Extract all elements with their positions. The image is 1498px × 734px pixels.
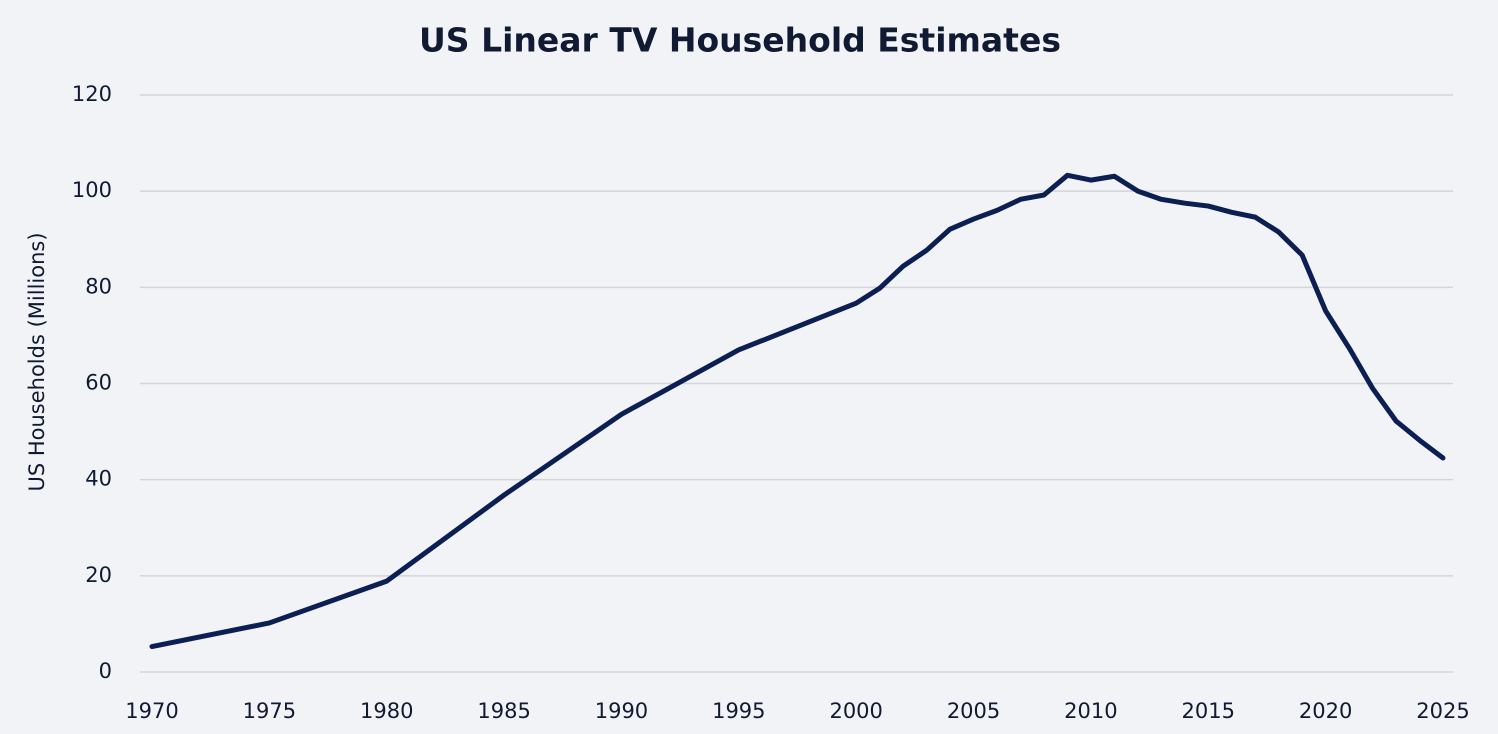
x-tick-label: 1980 — [360, 699, 413, 723]
y-axis-label: US Households (Millions) — [25, 232, 49, 491]
y-tick-label: 20 — [85, 563, 112, 587]
y-tick-label: 60 — [85, 371, 112, 395]
y-tick-label: 80 — [85, 274, 112, 298]
y-tick-label: 40 — [85, 467, 112, 491]
x-tick-label: 2010 — [1064, 699, 1117, 723]
x-tick-label: 1970 — [125, 699, 178, 723]
data-line — [149, 172, 1446, 650]
x-tick-label: 1975 — [243, 699, 296, 723]
y-tick-label: 120 — [72, 82, 112, 106]
x-tick-label: 1985 — [477, 699, 530, 723]
y-tick-label: 100 — [72, 178, 112, 202]
x-tick-label: 2005 — [947, 699, 1000, 723]
x-tick-label: 1990 — [595, 699, 648, 723]
x-tick-label: 1995 — [712, 699, 765, 723]
y-tick-label: 0 — [99, 659, 112, 683]
x-tick-label: 2025 — [1416, 699, 1469, 723]
chart-title: US Linear TV Household Estimates — [419, 21, 1061, 60]
x-tick-label: 2015 — [1182, 699, 1235, 723]
x-tick-label: 2020 — [1299, 699, 1352, 723]
x-tick-label: 2000 — [829, 699, 882, 723]
